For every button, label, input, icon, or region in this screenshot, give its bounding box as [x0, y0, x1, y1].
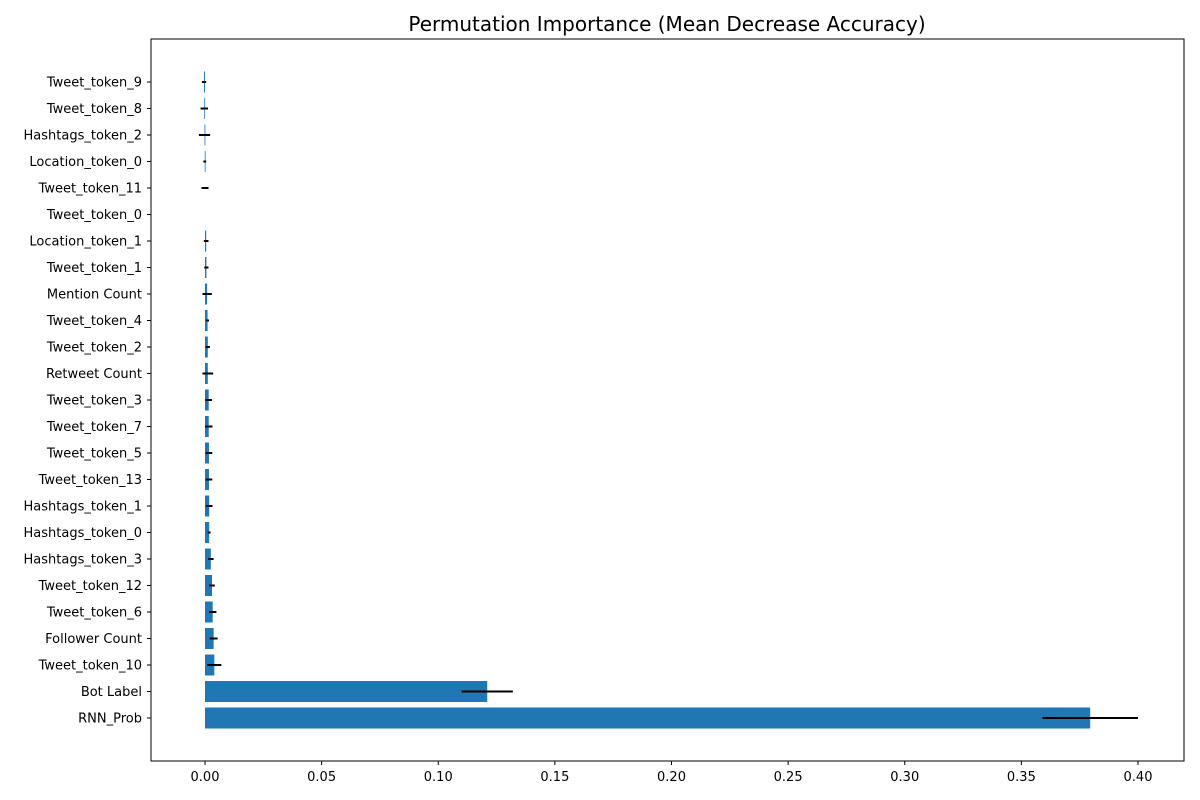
- y-tick-label: Tweet_token_13: [38, 473, 142, 488]
- bar-bot-label: [205, 681, 488, 702]
- y-tick-label: Hashtags_token_0: [24, 526, 142, 541]
- error-bars-layer: [198, 81, 1138, 719]
- y-tick-label: Tweet_token_0: [46, 208, 142, 223]
- y-tick-label: Tweet_token_8: [46, 102, 142, 117]
- y-tick-label: Tweet_token_10: [38, 659, 142, 674]
- bar-follower-count: [205, 628, 214, 649]
- x-tick-label: 0.05: [307, 770, 336, 785]
- bar-hashtags-token-3: [205, 548, 211, 570]
- y-tick-label: Tweet_token_12: [38, 579, 142, 594]
- x-tick-label: 0.15: [540, 770, 569, 785]
- bar-rnn-prob: [205, 707, 1091, 729]
- y-tick-label: Tweet_token_5: [46, 447, 142, 462]
- x-tick-label: 0.25: [774, 770, 803, 785]
- y-axis: RNN_Prob Bot Label Tweet_token_10 Follower …: [24, 76, 151, 727]
- bars-layer: [204, 71, 1091, 729]
- y-tick-label: Hashtags_token_3: [24, 553, 142, 568]
- y-tick-label: Retweet Count: [46, 367, 142, 382]
- plot-area-frame: [150, 38, 1185, 762]
- x-axis: 0.00 0.05 0.10 0.15 0.20 0.25 0.30 0.35 0.40: [191, 761, 1153, 785]
- x-tick-label: 0.40: [1124, 770, 1153, 785]
- y-tick-label: Tweet_token_11: [38, 182, 142, 197]
- y-tick-label: Tweet_token_7: [46, 420, 142, 435]
- y-tick-label: Mention Count: [47, 288, 142, 303]
- y-tick-label: Hashtags_token_2: [24, 129, 142, 144]
- y-tick-label: Location_token_0: [29, 155, 142, 170]
- y-tick-label: Tweet_token_4: [46, 314, 142, 329]
- y-tick-label: Tweet_token_9: [46, 76, 142, 91]
- x-tick-label: 0.00: [191, 770, 220, 785]
- y-tick-label: RNN_Prob: [78, 712, 142, 727]
- y-tick-label: Tweet_token_3: [46, 394, 142, 409]
- x-tick-label: 0.20: [657, 770, 686, 785]
- x-tick-label: 0.35: [1007, 770, 1036, 785]
- y-tick-label: Hashtags_token_1: [24, 500, 142, 515]
- y-tick-label: Follower Count: [45, 632, 142, 647]
- x-tick-label: 0.30: [890, 770, 919, 785]
- y-tick-label: Tweet_token_6: [46, 606, 142, 621]
- bar-hashtags-token-0: [205, 522, 210, 543]
- y-tick-label: Location_token_1: [29, 235, 142, 250]
- bar-tweet-token-6: [205, 601, 213, 623]
- y-tick-label: Bot Label: [81, 685, 142, 700]
- bar-tweet-token-12: [205, 575, 212, 596]
- x-tick-label: 0.10: [424, 770, 453, 785]
- y-tick-label: Tweet_token_1: [46, 261, 142, 276]
- y-tick-label: Tweet_token_2: [46, 341, 142, 356]
- chart-title: Permutation Importance (Mean Decrease Ac…: [408, 12, 925, 36]
